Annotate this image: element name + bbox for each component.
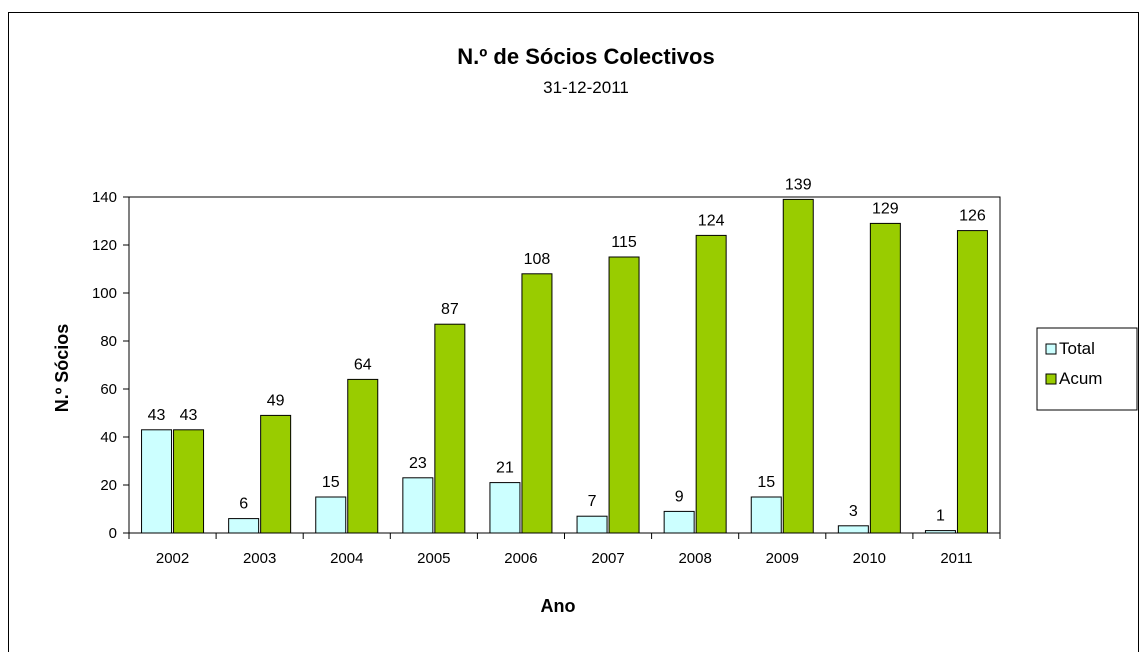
- bar-acum-2008: [695, 234, 727, 534]
- plot-border: [128, 196, 1001, 534]
- x-tick-label: 2006: [504, 550, 537, 567]
- bar-acum-2007: [608, 256, 640, 534]
- bar-total-2004: [315, 496, 347, 534]
- bar-total-2002: [141, 429, 173, 534]
- data-label-acum: 64: [354, 356, 372, 373]
- data-label-acum: 126: [959, 208, 986, 225]
- legend-swatch-total: [1045, 343, 1057, 355]
- y-axis-label: N.º Sócios: [52, 324, 72, 413]
- x-tick-label: 2003: [243, 550, 276, 567]
- bar-acum-2004: [347, 378, 379, 534]
- legend: Total Acum: [1036, 327, 1138, 411]
- x-tick-label: 2007: [591, 550, 624, 567]
- y-tick-label: 20: [100, 477, 117, 494]
- data-label-total: 6: [239, 496, 248, 513]
- chart-frame: [8, 12, 1139, 652]
- y-tick-label: 60: [100, 381, 117, 398]
- data-label-acum: 115: [611, 234, 637, 251]
- plot-area: 0 20 40 60 80 100 120 140 2002 2003 2004 2005 2006 20…: [92, 176, 1001, 567]
- x-tick-label: 2004: [330, 550, 363, 567]
- data-label-total: 1: [936, 508, 945, 525]
- data-label-total: 9: [675, 488, 684, 505]
- bar-total-2009: [750, 496, 782, 534]
- legend-label-acum: Acum: [1059, 369, 1102, 388]
- y-tick-label: 80: [100, 333, 117, 350]
- x-tick-label: 2005: [417, 550, 450, 567]
- y-tick-label: 0: [109, 525, 117, 542]
- bar-acum-2011: [956, 230, 988, 534]
- x-tick-label: 2011: [940, 550, 972, 567]
- x-axis-label: Ano: [541, 596, 576, 616]
- data-label-acum: 124: [698, 212, 725, 229]
- bar-acum-2006: [521, 273, 553, 534]
- bar-total-2008: [663, 510, 695, 534]
- data-label-acum: 129: [872, 200, 899, 217]
- legend-label-total: Total: [1059, 339, 1095, 358]
- bar-total-2003: [228, 518, 260, 534]
- data-label-total: 15: [757, 474, 775, 491]
- bar-acum-2009: [782, 198, 814, 534]
- bar-total-2006: [489, 482, 521, 534]
- bar-acum-2003: [260, 414, 292, 534]
- bar-acum-2005: [434, 323, 466, 534]
- data-label-acum: 108: [524, 251, 551, 268]
- bar-total-2010: [837, 525, 869, 534]
- data-label-total: 21: [496, 460, 514, 477]
- data-label-total: 15: [322, 474, 340, 491]
- bar-acum-2002: [173, 429, 205, 534]
- data-label-total: 7: [588, 493, 597, 510]
- legend-box: [1036, 327, 1138, 411]
- data-label-acum: 49: [267, 392, 285, 409]
- y-tick-label: 40: [100, 429, 117, 446]
- bar-total-2005: [402, 477, 434, 534]
- bar-total-2011: [924, 530, 956, 534]
- bar-total-2007: [576, 515, 608, 534]
- data-label-acum: 87: [441, 301, 459, 318]
- data-label-total: 23: [409, 455, 427, 472]
- x-tick-label: 2010: [853, 550, 886, 567]
- chart-title: N.º de Sócios Colectivos: [457, 44, 714, 69]
- y-tick-label: 120: [92, 237, 117, 254]
- data-label-acum: 43: [180, 407, 198, 424]
- x-tick-label: 2002: [156, 550, 189, 567]
- legend-swatch-acum: [1045, 373, 1057, 385]
- y-tick-label: 100: [92, 285, 117, 302]
- x-tick-label: 2009: [766, 550, 799, 567]
- data-label-acum: 139: [785, 176, 812, 193]
- data-label-total: 43: [148, 407, 166, 424]
- x-tick-label: 2008: [678, 550, 711, 567]
- data-label-total: 3: [849, 503, 858, 520]
- bar-acum-2010: [869, 222, 901, 534]
- y-tick-label: 140: [92, 189, 117, 206]
- chart-subtitle: 31-12-2011: [543, 78, 629, 97]
